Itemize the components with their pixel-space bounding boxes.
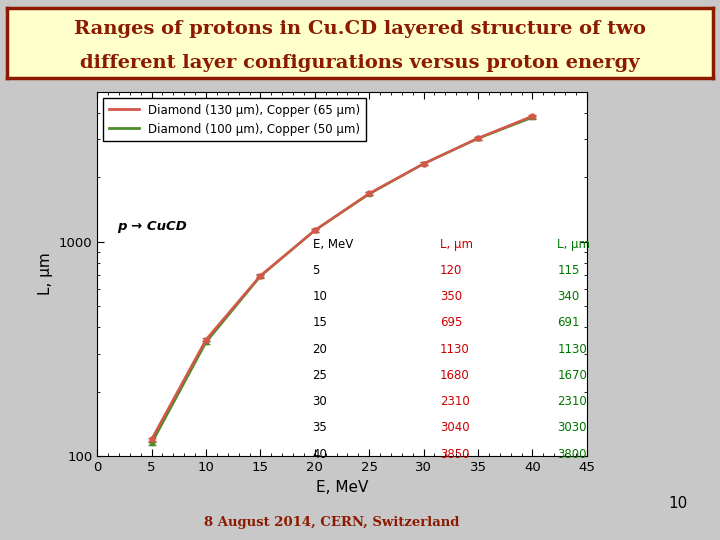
Text: 40: 40 bbox=[312, 448, 328, 461]
Text: 3850: 3850 bbox=[440, 448, 469, 461]
Text: 350: 350 bbox=[440, 290, 462, 303]
Text: 120: 120 bbox=[440, 264, 462, 277]
Text: 1670: 1670 bbox=[557, 369, 588, 382]
Y-axis label: L, μm: L, μm bbox=[38, 253, 53, 295]
Text: Ranges of protons in Cu.CD layered structure of two: Ranges of protons in Cu.CD layered struc… bbox=[74, 20, 646, 38]
Text: 1680: 1680 bbox=[440, 369, 469, 382]
Text: 691: 691 bbox=[557, 316, 580, 329]
Text: 2310: 2310 bbox=[557, 395, 588, 408]
Text: 30: 30 bbox=[312, 395, 328, 408]
Text: 10: 10 bbox=[668, 496, 688, 511]
Text: E, MeV: E, MeV bbox=[312, 238, 353, 251]
Text: different layer configurations versus proton energy: different layer configurations versus pr… bbox=[80, 54, 640, 72]
Text: L, μm: L, μm bbox=[440, 238, 473, 251]
Text: 20: 20 bbox=[312, 342, 328, 355]
Text: 25: 25 bbox=[312, 369, 328, 382]
Text: 115: 115 bbox=[557, 264, 580, 277]
Text: 695: 695 bbox=[440, 316, 462, 329]
Text: 15: 15 bbox=[312, 316, 328, 329]
Text: 8 August 2014, CERN, Switzerland: 8 August 2014, CERN, Switzerland bbox=[204, 516, 459, 529]
Text: 3040: 3040 bbox=[440, 421, 469, 434]
X-axis label: E, MeV: E, MeV bbox=[316, 480, 368, 495]
Text: 3030: 3030 bbox=[557, 421, 587, 434]
Text: 1130: 1130 bbox=[440, 342, 469, 355]
Text: 10: 10 bbox=[312, 290, 328, 303]
Text: p → CuCD: p → CuCD bbox=[117, 220, 186, 233]
Legend: Diamond (130 μm), Copper (65 μm), Diamond (100 μm), Copper (50 μm): Diamond (130 μm), Copper (65 μm), Diamon… bbox=[103, 98, 366, 141]
Text: 3800: 3800 bbox=[557, 448, 587, 461]
Text: 1130: 1130 bbox=[557, 342, 588, 355]
Text: 5: 5 bbox=[312, 264, 320, 277]
Text: 2310: 2310 bbox=[440, 395, 469, 408]
Text: L, μm: L, μm bbox=[557, 238, 590, 251]
Text: 340: 340 bbox=[557, 290, 580, 303]
Text: 35: 35 bbox=[312, 421, 328, 434]
